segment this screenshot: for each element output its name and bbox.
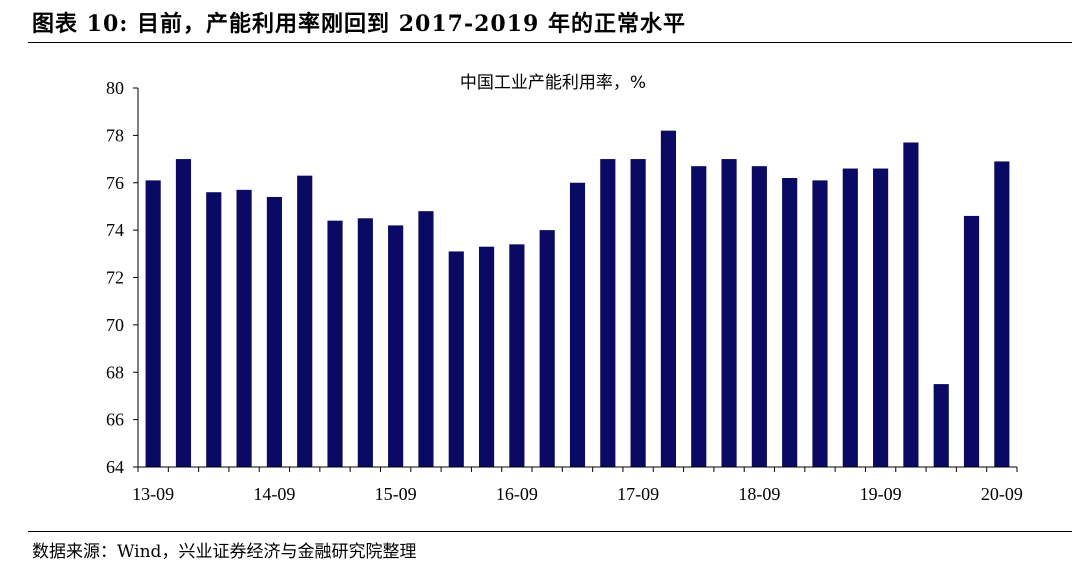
x-tick-label: 15-09 (375, 484, 417, 504)
bar-15-06 (357, 218, 373, 467)
x-tick-label: 16-09 (496, 484, 538, 504)
y-tick-label: 76 (106, 173, 124, 193)
bar-18-09 (751, 166, 767, 467)
bar-chart: 中国工业产能利用率，% 64 66 68 70 72 74 76 78 80 13-09 14-0… (106, 73, 1023, 504)
source-rule (28, 531, 1072, 532)
bar-20-06 (963, 215, 980, 467)
x-tick-label: 18-09 (738, 484, 780, 504)
bar-14-03 (206, 192, 222, 467)
bar-19-09 (873, 168, 889, 467)
y-tick-label: 70 (106, 315, 124, 335)
x-tick-label: 14-09 (253, 484, 295, 504)
source-note: 数据来源：Wind，兴业证券经济与金融研究院整理 (32, 542, 417, 562)
y-tick-label: 74 (106, 220, 124, 240)
bars (145, 130, 1010, 468)
bar-20-09 (994, 161, 1010, 467)
bar-13-09 (145, 180, 161, 467)
bar-19-03 (812, 180, 828, 467)
chart-title: 中国工业产能利用率，% (460, 73, 646, 93)
bar-20-03 (933, 384, 949, 467)
bar-15-03 (327, 220, 343, 467)
x-tick-label: 19-09 (860, 484, 902, 504)
bar-17-06 (600, 159, 616, 467)
y-axis: 64 66 68 70 72 74 76 78 80 (106, 78, 139, 477)
x-axis: 13-09 14-09 15-09 16-09 17-09 18-09 19-09 20-09 (132, 466, 1023, 504)
bar-19-12 (903, 142, 919, 467)
figure-title: 图表 10: 目前，产能利用率刚回到 2017-2019 年的正常水平 (32, 11, 686, 37)
x-tick-label: 17-09 (617, 484, 659, 504)
bar-15-09 (388, 225, 404, 467)
y-tick-label: 80 (106, 78, 124, 98)
bar-19-06 (842, 168, 858, 467)
bar-18-06 (721, 159, 737, 467)
bar-16-06 (478, 246, 495, 467)
bar-17-09 (630, 159, 646, 467)
bar-18-03 (691, 166, 707, 467)
y-tick-label: 66 (106, 410, 124, 430)
bar-17-12 (660, 130, 677, 467)
x-tick-label: 13-09 (132, 484, 174, 504)
bar-14-09 (266, 196, 282, 467)
bar-16-03 (448, 251, 464, 467)
title-rule (28, 42, 1072, 43)
bar-18-12 (782, 178, 798, 467)
bar-16-09 (509, 244, 525, 467)
bar-14-06 (236, 189, 252, 467)
y-tick-label: 72 (106, 268, 124, 288)
bar-16-12 (539, 230, 555, 467)
y-tick-label: 64 (106, 457, 124, 477)
y-tick-label: 78 (106, 125, 124, 145)
bar-15-12 (418, 211, 434, 467)
bar-14-12 (297, 175, 313, 468)
bar-17-03 (569, 182, 586, 467)
y-tick-label: 68 (106, 362, 124, 382)
x-tick-label: 20-09 (981, 484, 1023, 504)
bar-13-12 (175, 159, 192, 467)
